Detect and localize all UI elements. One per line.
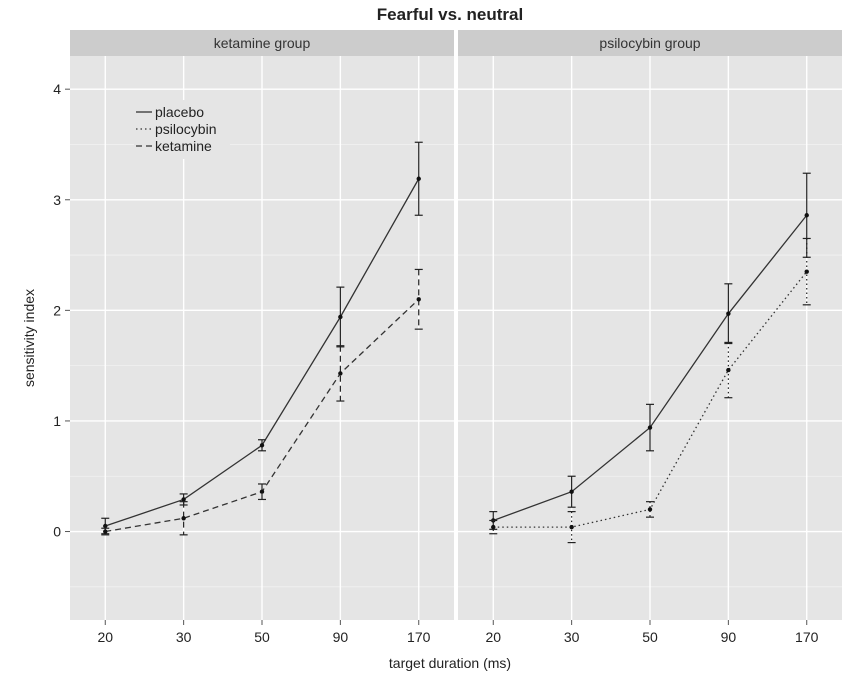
x-tick-label: 90 bbox=[721, 629, 737, 645]
error-bar bbox=[258, 483, 266, 501]
legend-label: psilocybin bbox=[155, 121, 216, 137]
legend-entry-psilocybin: psilocybin bbox=[136, 121, 216, 137]
series-psilocybin bbox=[489, 237, 811, 544]
y-ticks-layer: 0 1 2 3 4 bbox=[53, 81, 70, 540]
x-tick-label: 50 bbox=[642, 629, 658, 645]
x-tick-label: 30 bbox=[176, 629, 192, 645]
chart-title: Fearful vs. neutral bbox=[377, 5, 523, 24]
data-point bbox=[491, 524, 496, 530]
data-point bbox=[103, 523, 108, 529]
data-point bbox=[259, 489, 265, 494]
data-point bbox=[569, 489, 574, 494]
error-bar bbox=[567, 511, 576, 544]
panel-1: ketamine group 20 30 50 90 170 bbox=[70, 30, 454, 645]
data-point bbox=[338, 371, 343, 376]
error-bar bbox=[179, 501, 188, 536]
legend-entry-placebo: placebo bbox=[136, 104, 204, 120]
data-point bbox=[726, 367, 731, 373]
data-point bbox=[416, 297, 421, 302]
legend-entry-ketamine: ketamine bbox=[136, 138, 212, 154]
error-bar bbox=[489, 519, 498, 535]
data-point bbox=[416, 176, 421, 181]
data-point bbox=[338, 314, 343, 320]
y-tick-label: 2 bbox=[53, 302, 61, 318]
panel-2: psilocybin group 20 30 50 90 170 bbox=[458, 30, 842, 645]
error-bar bbox=[336, 345, 345, 402]
data-point bbox=[804, 269, 809, 274]
legend-label: placebo bbox=[155, 104, 204, 120]
error-bar bbox=[414, 268, 423, 330]
y-tick-label: 1 bbox=[53, 413, 61, 429]
series-ketamine bbox=[101, 268, 423, 536]
y-axis-label: sensitivity index bbox=[21, 289, 37, 387]
x-tick-label: 50 bbox=[254, 629, 270, 645]
strip-background bbox=[458, 30, 842, 56]
x-axis-label: target duration (ms) bbox=[389, 655, 511, 671]
x-tick-label: 170 bbox=[795, 629, 819, 645]
strip-label: ketamine group bbox=[214, 35, 311, 51]
strip-label: psilocybin group bbox=[599, 35, 700, 51]
x-tick-label: 90 bbox=[333, 629, 349, 645]
y-tick-label: 3 bbox=[53, 192, 61, 208]
x-tick-label: 20 bbox=[97, 629, 113, 645]
error-bar bbox=[646, 501, 654, 518]
error-bar bbox=[802, 237, 811, 306]
data-point bbox=[569, 524, 574, 530]
data-point bbox=[259, 443, 265, 448]
x-tick-label: 20 bbox=[485, 629, 501, 645]
x-tick-label: 170 bbox=[407, 629, 431, 645]
data-point bbox=[804, 213, 809, 218]
y-tick-label: 4 bbox=[53, 81, 61, 97]
legend-label: ketamine bbox=[155, 138, 212, 154]
x-tick-label: 30 bbox=[564, 629, 580, 645]
data-point bbox=[726, 311, 731, 316]
data-point bbox=[181, 497, 186, 502]
data-point bbox=[103, 529, 108, 534]
data-point bbox=[647, 425, 653, 430]
y-tick-label: 0 bbox=[53, 524, 61, 540]
data-point bbox=[181, 516, 186, 521]
data-point bbox=[647, 507, 653, 512]
strip-background bbox=[70, 30, 454, 56]
